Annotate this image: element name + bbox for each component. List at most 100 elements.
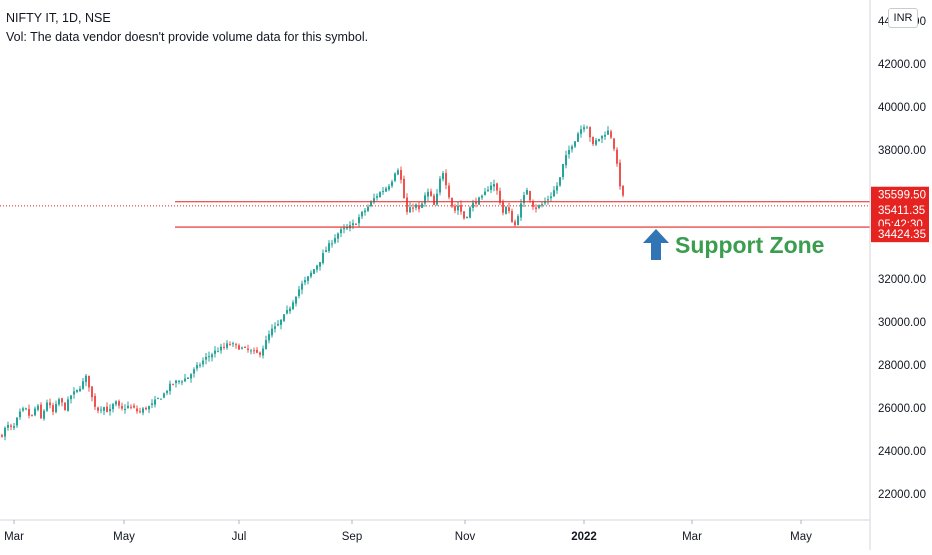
candle-body (151, 403, 153, 405)
candle-body (622, 185, 624, 196)
candle-body (196, 365, 198, 369)
candle-body (304, 280, 306, 283)
candle-body (121, 406, 123, 409)
candle-body (67, 399, 69, 411)
x-tick-label: Mar (4, 531, 24, 543)
candle-body (22, 408, 24, 411)
candle-body (163, 393, 165, 398)
candle-body (94, 395, 96, 407)
candle-body (517, 216, 519, 225)
candle-body (466, 216, 468, 218)
candle-body (274, 326, 276, 329)
candle-body (175, 380, 177, 384)
candle-body (427, 191, 429, 197)
candle-body (448, 185, 450, 198)
candle-body (481, 195, 483, 198)
candle-body (406, 197, 408, 212)
candle-body (457, 205, 459, 211)
x-tick-label: May (790, 531, 812, 543)
candle-body (295, 296, 297, 304)
upper-line-price-label-bg (871, 186, 929, 203)
candle-body (439, 178, 441, 193)
y-tick-label: 24000.00 (878, 446, 926, 458)
candle-body (385, 188, 387, 192)
candle-body (496, 183, 498, 191)
volume-note: Vol: The data vendor doesn't provide vol… (6, 30, 369, 44)
last-price-label: 35411.35 (878, 205, 925, 217)
candle-body (220, 346, 222, 351)
candle-body (586, 127, 588, 129)
candle-body (445, 172, 447, 186)
candle-body (532, 201, 534, 207)
candle-body (19, 411, 21, 418)
candle-body (190, 374, 192, 379)
candle-body (583, 127, 585, 130)
currency-badge[interactable]: INR (888, 8, 918, 28)
candle-body (487, 189, 489, 192)
y-tick-label: 32000.00 (878, 274, 926, 286)
candle-body (202, 360, 204, 365)
candle-body (148, 406, 150, 410)
candle-body (16, 417, 18, 426)
y-tick-label: 38000.00 (878, 145, 926, 157)
candle-body (469, 207, 471, 218)
candle-body (334, 238, 336, 243)
candle-body (31, 414, 33, 416)
candle-body (529, 191, 531, 201)
candle-body (331, 243, 333, 245)
candle-body (52, 405, 54, 412)
candle-body (46, 402, 48, 411)
candle-body (571, 146, 573, 150)
candle-body (577, 133, 579, 142)
candle-body (325, 250, 327, 253)
candle-body (535, 207, 537, 209)
candle-body (478, 197, 480, 205)
candle-body (79, 388, 81, 392)
candle-body (565, 155, 567, 166)
candle-body (103, 407, 105, 411)
candle-body (265, 340, 267, 350)
candle-body (211, 354, 213, 358)
candle-body (82, 381, 84, 389)
candle-body (526, 189, 528, 195)
candle-body (286, 310, 288, 314)
candle-body (361, 211, 363, 217)
candle-body (313, 269, 315, 274)
candle-body (244, 346, 246, 348)
candle-body (268, 334, 270, 341)
candle-body (184, 378, 186, 382)
x-tick-label: Nov (455, 531, 476, 543)
candle-body (298, 289, 300, 296)
candle-body (109, 408, 111, 412)
candle-body (169, 383, 171, 392)
candle-body (508, 207, 510, 211)
candle-body (340, 229, 342, 234)
candle-body (619, 162, 621, 187)
candle-body (442, 173, 444, 180)
candle-body (277, 323, 279, 326)
candle-body (397, 170, 399, 175)
candle-body (142, 408, 144, 413)
candles (1, 124, 624, 441)
candle-body (49, 402, 51, 406)
candle-body (199, 364, 201, 366)
upper-line-price-label: 35599.50 (878, 190, 926, 202)
candle-body (1, 435, 3, 437)
candle-body (70, 395, 72, 400)
candle-body (400, 170, 402, 180)
y-tick-label: 28000.00 (878, 360, 926, 372)
candle-body (388, 186, 390, 190)
candle-body (511, 211, 513, 223)
candle-body (157, 397, 159, 399)
support-zone-label: Support Zone (675, 232, 824, 258)
x-tick-label: Jul (232, 531, 247, 543)
candle-body (292, 302, 294, 310)
candle-body (100, 409, 102, 411)
candle-body (115, 401, 117, 405)
candle-body (301, 283, 303, 290)
y-tick-label: 42000.00 (878, 59, 926, 71)
candle-body (160, 398, 162, 400)
candle-body (562, 164, 564, 178)
candle-body (559, 177, 561, 186)
